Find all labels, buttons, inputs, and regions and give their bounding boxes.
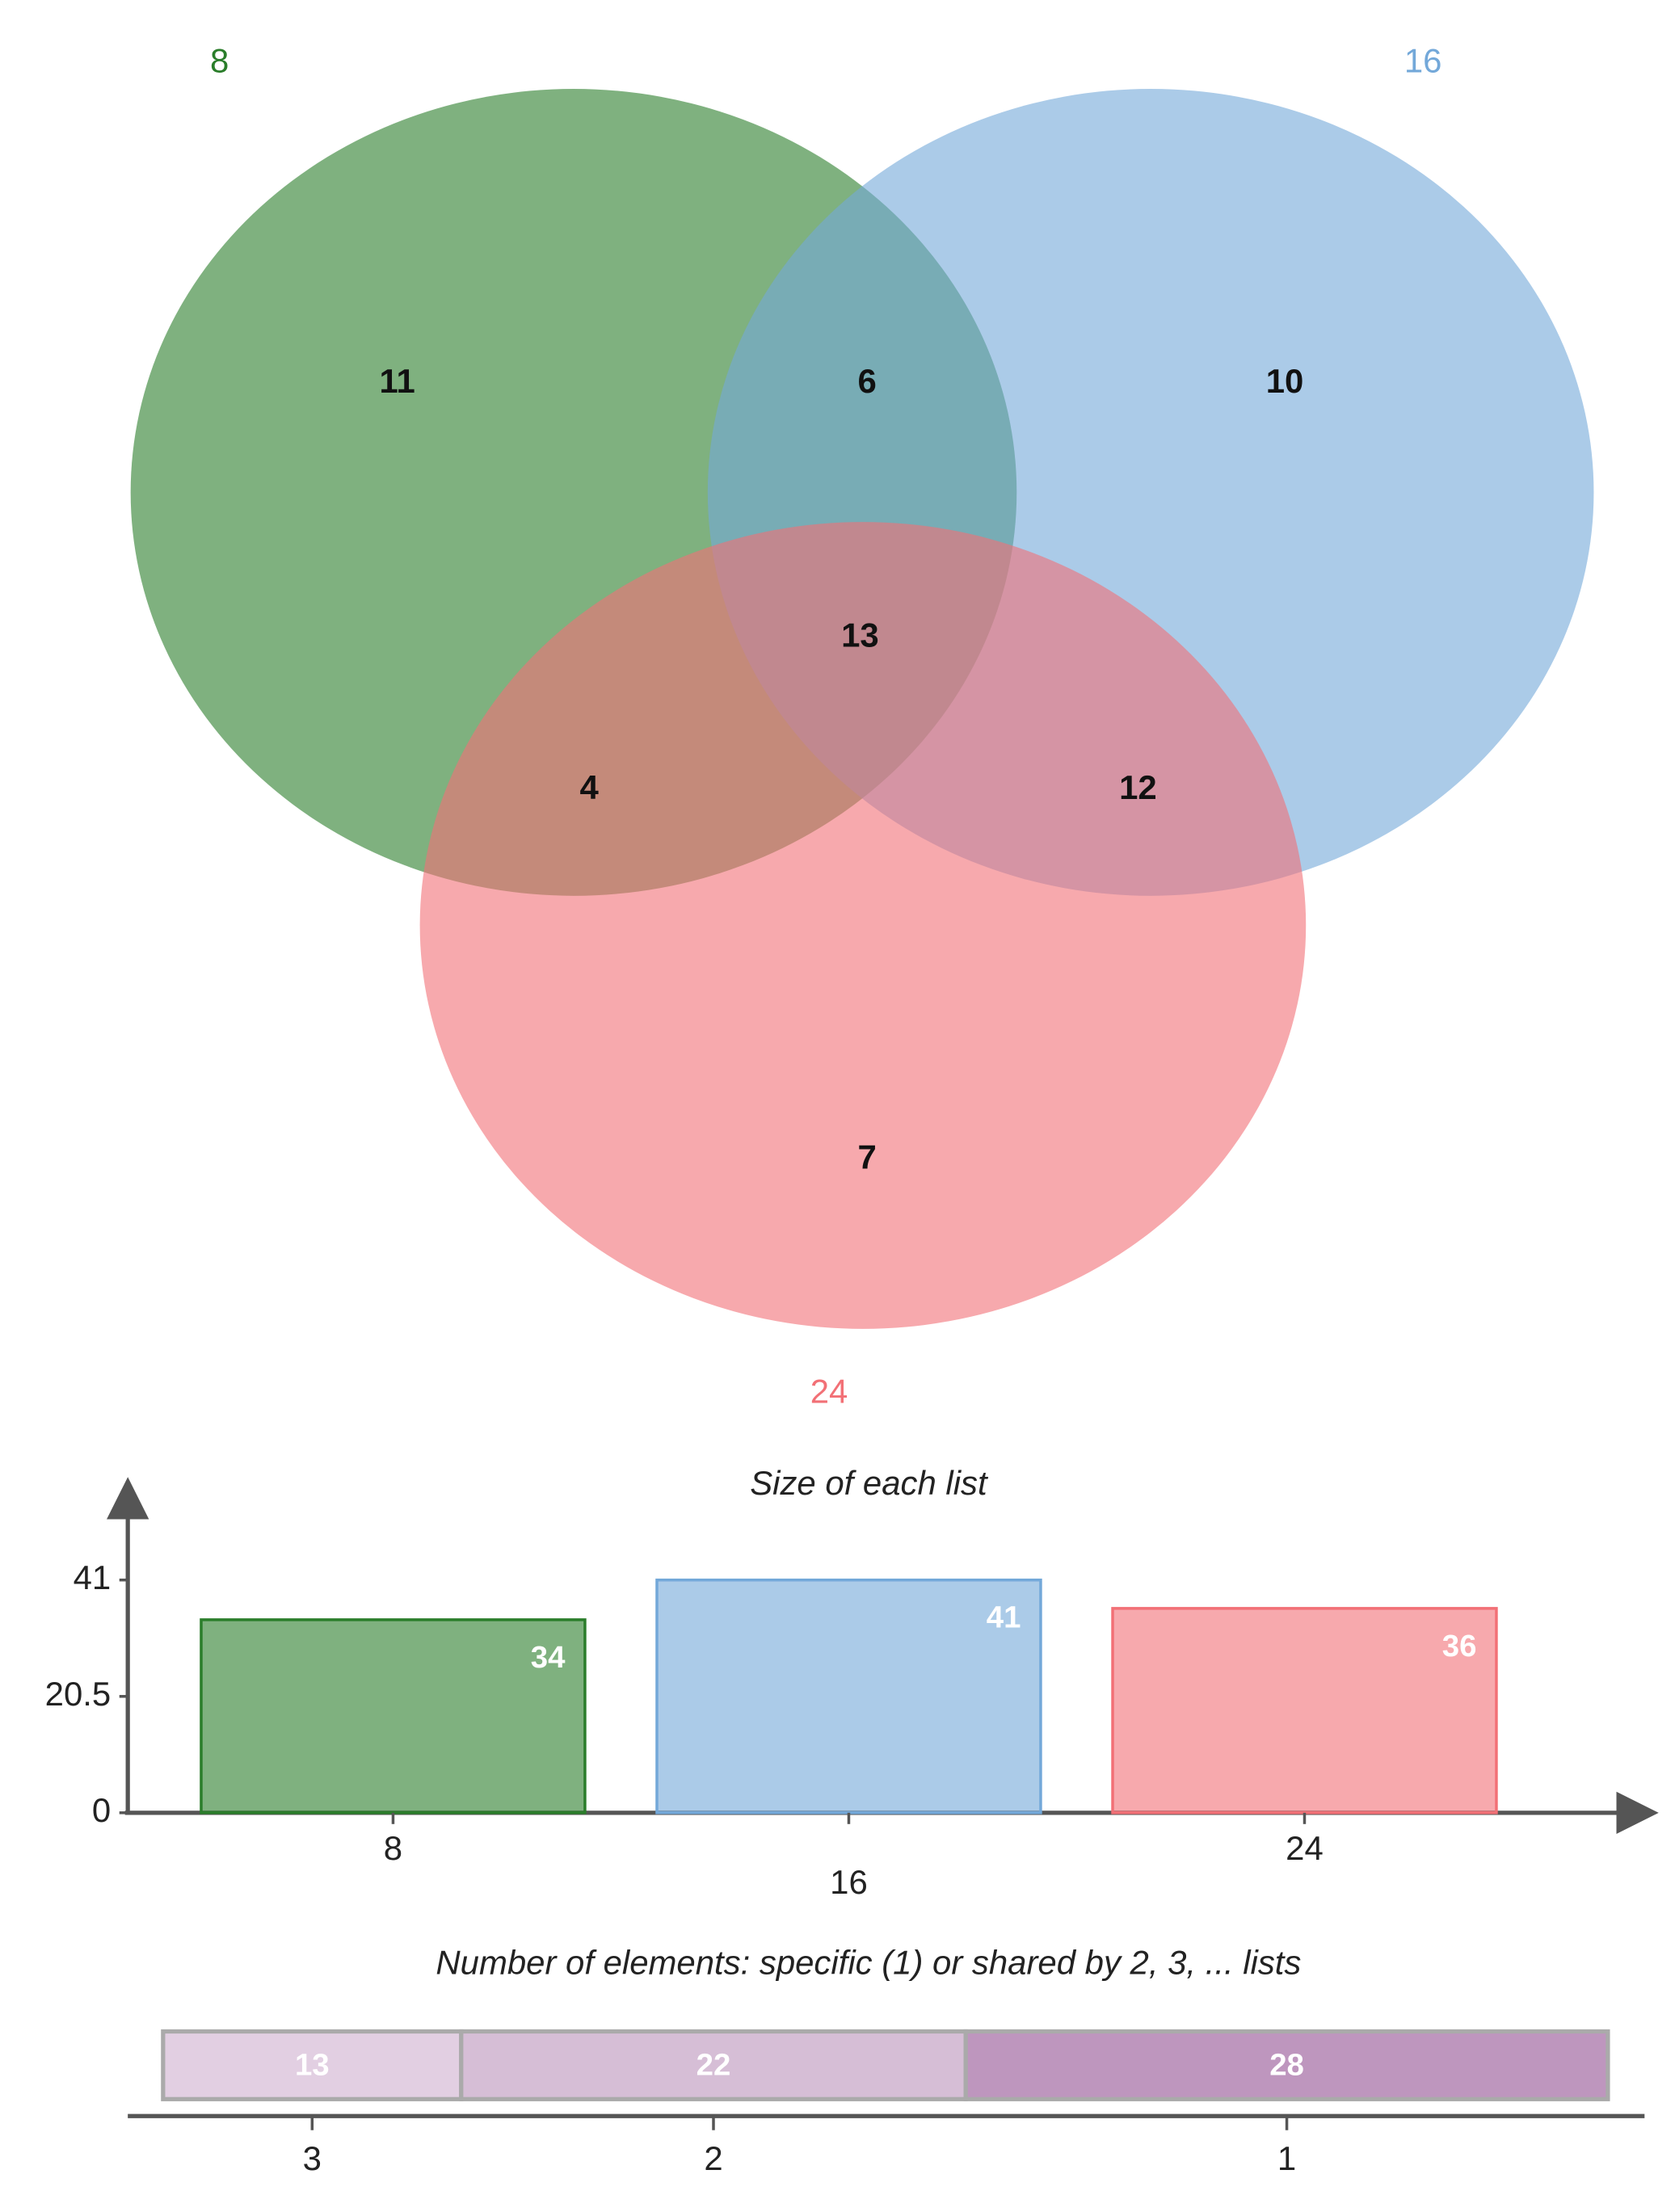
region-label: 6 [858, 362, 877, 400]
category-label: 1 [1277, 2139, 1296, 2177]
bar [1111, 1607, 1498, 1815]
set-label: 8 [210, 42, 229, 80]
x-tick-label: 16 [830, 1863, 868, 1901]
bar [200, 1618, 587, 1815]
category-label: 2 [704, 2139, 722, 2177]
y-tick-label: 0 [92, 1791, 111, 1829]
region-label: 4 [580, 768, 600, 806]
region-label: 11 [380, 362, 415, 400]
x-tick-label: 24 [1286, 1829, 1324, 1867]
region-label: 12 [1119, 768, 1157, 806]
segment [963, 2029, 1610, 2101]
chart-title: Size of each list [750, 1464, 989, 1502]
region-label: 7 [858, 1138, 877, 1175]
value-label: 34 [531, 1640, 566, 1675]
region-label: 13 [841, 616, 879, 654]
venn-set [419, 522, 1307, 1329]
value-label: 36 [1442, 1629, 1477, 1663]
set-label: 16 [1404, 42, 1442, 80]
value-label: 28 [1269, 2047, 1304, 2082]
x-tick-label: 8 [384, 1829, 402, 1867]
y-tick-label: 20.5 [45, 1675, 112, 1713]
region-label: 10 [1266, 362, 1304, 400]
value-label: 41 [987, 1600, 1021, 1635]
category-label: 3 [303, 2139, 322, 2177]
value-label: 13 [295, 2047, 330, 2082]
value-label: 22 [697, 2047, 731, 2082]
set-label: 24 [810, 1372, 848, 1410]
chart-title: Number of elements: specific (1) or shar… [436, 1943, 1301, 1981]
bar [655, 1578, 1042, 1815]
y-tick-label: 41 [74, 1558, 112, 1596]
